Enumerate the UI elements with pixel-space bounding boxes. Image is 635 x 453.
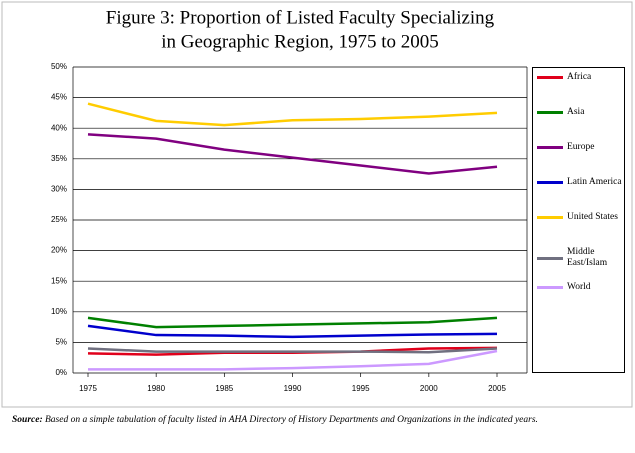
legend-item: United States [537, 212, 625, 223]
chart-title: Figure 3: Proportion of Listed Faculty S… [106, 7, 495, 28]
legend-item: Latin America [537, 177, 625, 188]
y-tick-label: 30% [51, 185, 67, 194]
legend-label: World [567, 282, 591, 292]
x-tick-label: 2000 [420, 384, 438, 393]
y-tick-label: 20% [51, 246, 67, 255]
series-line [87, 133, 498, 175]
series-line [87, 102, 498, 127]
y-tick-label: 25% [51, 215, 67, 224]
y-tick-label: 0% [55, 368, 67, 377]
legend-swatch [537, 146, 563, 149]
y-tick-label: 10% [51, 307, 67, 316]
source-text: Based on a simple tabulation of faculty … [45, 415, 538, 425]
y-tick-label: 5% [55, 338, 67, 347]
x-tick-label: 2005 [488, 384, 506, 393]
series-line [88, 349, 498, 371]
legend-swatch [537, 216, 563, 219]
legend-label: Middle East/Islam [567, 247, 608, 268]
legend-swatch [537, 286, 563, 289]
source-note: Source: Based on a simple tabulation of … [12, 414, 572, 426]
y-tick-label: 40% [51, 123, 67, 132]
x-tick-label: 1995 [352, 384, 370, 393]
x-tick-label: 1980 [147, 384, 165, 393]
series-line [87, 316, 498, 329]
legend-swatch [537, 76, 563, 79]
x-tick-label: 1985 [215, 384, 233, 393]
legend-label: United States [567, 212, 618, 222]
legend-item: Asia [537, 107, 625, 118]
x-tick-label: 1990 [284, 384, 302, 393]
legend-item: Middle East/Islam [537, 247, 625, 269]
legend-item: World [537, 282, 625, 293]
legend-swatch [537, 256, 563, 260]
legend-label: Africa [567, 72, 592, 82]
legend-item: Europe [537, 142, 625, 153]
legend-label: Latin America [567, 177, 622, 187]
legend-label: Asia [567, 107, 585, 117]
legend-swatch [537, 181, 563, 184]
series-line [87, 347, 498, 354]
legend: Africa Asia Europe Latin America United Stat… [532, 67, 625, 373]
legend-label: Europe [567, 142, 595, 152]
y-tick-label: 45% [51, 93, 67, 102]
legend-item: Africa [537, 72, 625, 83]
source-label: Source: [12, 415, 43, 425]
series-line [87, 324, 498, 339]
y-tick-label: 35% [51, 154, 67, 163]
x-tick-label: 1975 [79, 384, 97, 393]
y-tick-label: 50% [51, 62, 67, 71]
legend-swatch [537, 111, 563, 114]
chart-frame [1, 1, 633, 408]
chart-title: in Geographic Region, 1975 to 2005 [161, 31, 439, 52]
y-tick-label: 15% [51, 276, 67, 285]
